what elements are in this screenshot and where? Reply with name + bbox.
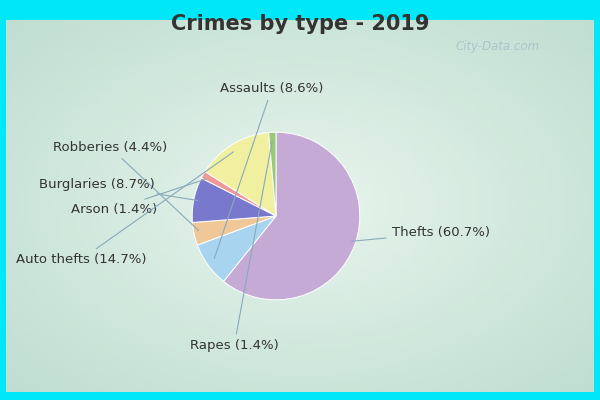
Wedge shape: [224, 132, 360, 300]
Text: Rapes (1.4%): Rapes (1.4%): [190, 142, 278, 352]
Wedge shape: [197, 216, 276, 281]
Text: City-Data.com: City-Data.com: [456, 40, 540, 53]
Text: Crimes by type - 2019: Crimes by type - 2019: [171, 14, 429, 34]
Text: Burglaries (8.7%): Burglaries (8.7%): [39, 178, 197, 200]
Text: Thefts (60.7%): Thefts (60.7%): [352, 226, 490, 241]
Wedge shape: [192, 178, 276, 222]
Wedge shape: [205, 132, 276, 216]
Wedge shape: [269, 132, 276, 216]
Wedge shape: [193, 216, 276, 245]
Text: Auto thefts (14.7%): Auto thefts (14.7%): [16, 152, 233, 266]
Text: Robberies (4.4%): Robberies (4.4%): [53, 141, 199, 230]
Wedge shape: [201, 172, 276, 216]
Text: Assaults (8.6%): Assaults (8.6%): [214, 82, 323, 258]
Text: Arson (1.4%): Arson (1.4%): [71, 179, 206, 216]
